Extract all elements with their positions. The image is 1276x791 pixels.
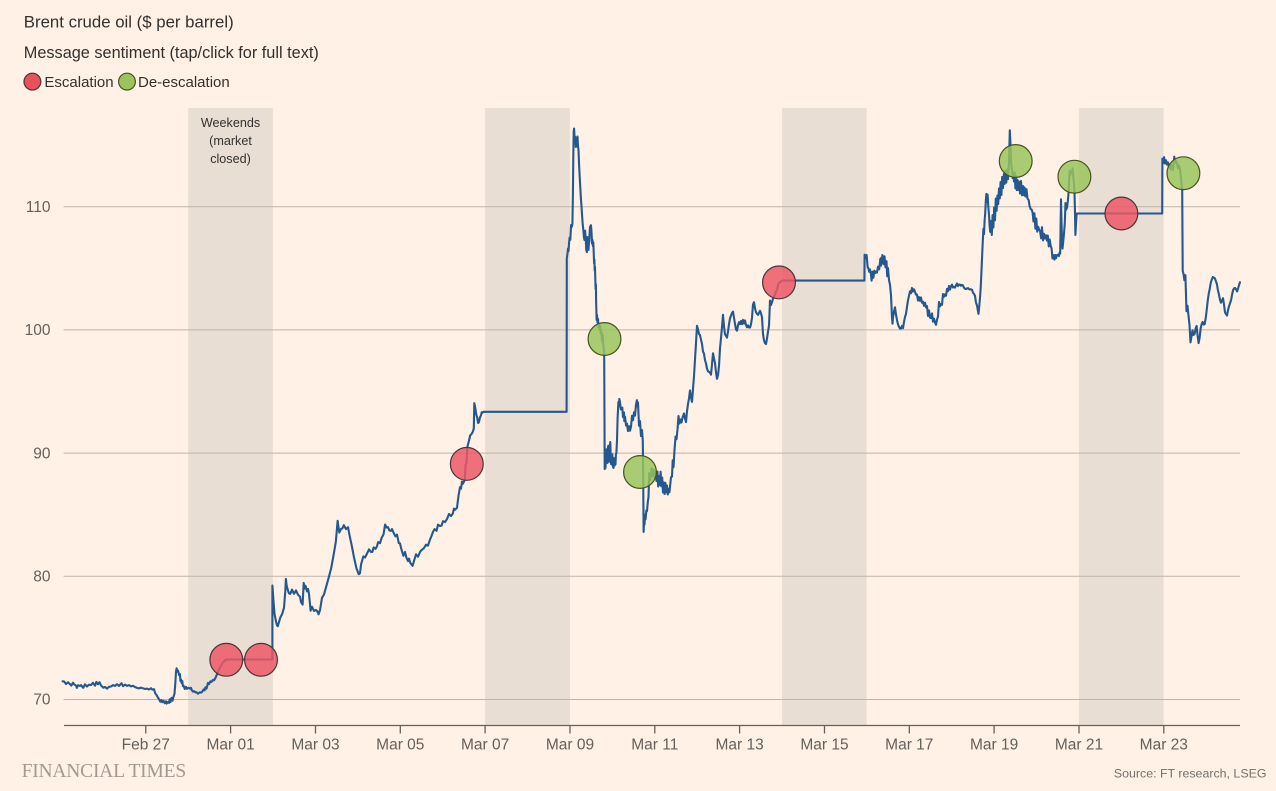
svg-text:Mar 07: Mar 07 (461, 737, 509, 754)
svg-text:FINANCIAL TIMES: FINANCIAL TIMES (22, 761, 186, 782)
svg-text:De-escalation: De-escalation (138, 74, 230, 91)
svg-text:(market: (market (209, 134, 252, 148)
svg-text:110: 110 (26, 199, 51, 216)
svg-text:Mar 13: Mar 13 (715, 737, 763, 754)
svg-text:Mar 01: Mar 01 (206, 737, 254, 754)
svg-text:Escalation: Escalation (44, 74, 113, 91)
svg-text:Mar 17: Mar 17 (885, 737, 933, 754)
svg-text:Mar 15: Mar 15 (800, 737, 848, 754)
svg-text:70: 70 (33, 692, 51, 709)
svg-text:90: 90 (33, 445, 51, 462)
svg-text:Mar 11: Mar 11 (631, 737, 678, 754)
svg-text:Mar 09: Mar 09 (546, 737, 594, 754)
svg-text:Mar 03: Mar 03 (291, 737, 339, 754)
svg-text:Feb 27: Feb 27 (122, 737, 170, 754)
svg-text:80: 80 (33, 569, 51, 586)
svg-text:Source: FT research, LSEG: Source: FT research, LSEG (1114, 767, 1267, 781)
svg-text:Mar 21: Mar 21 (1055, 737, 1103, 754)
svg-text:Mar 23: Mar 23 (1140, 737, 1188, 754)
svg-text:Mar 05: Mar 05 (376, 737, 424, 754)
svg-text:Brent crude oil ($ per barrel): Brent crude oil ($ per barrel) (24, 13, 234, 32)
svg-text:Message sentiment (tap/click f: Message sentiment (tap/click for full te… (24, 44, 319, 62)
svg-text:closed): closed) (210, 152, 251, 166)
svg-text:Weekends: Weekends (201, 116, 260, 130)
svg-text:Mar 19: Mar 19 (970, 737, 1018, 754)
svg-text:100: 100 (25, 322, 51, 339)
